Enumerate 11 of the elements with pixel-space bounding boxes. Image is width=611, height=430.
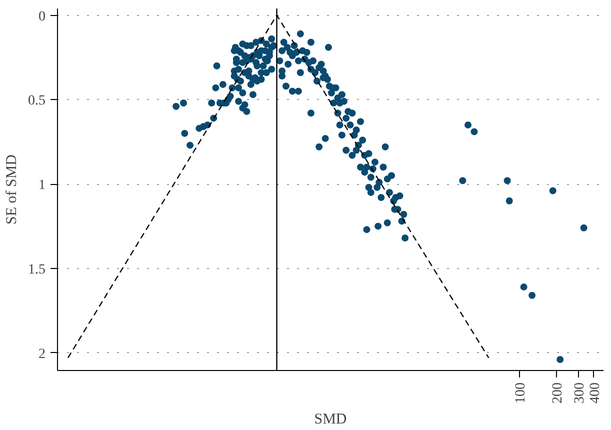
y-tick-label: 1.5	[28, 262, 46, 278]
x-axis-title: SMD	[314, 412, 347, 428]
x-tick-label: 200	[550, 382, 566, 404]
x-tick-label: 300	[572, 382, 588, 404]
y-tick-label: 1	[38, 178, 46, 194]
y-axis-title: SE of SMD	[4, 154, 20, 225]
y-tick-label: 2	[38, 346, 46, 362]
x-tick-label: 400	[588, 382, 603, 404]
y-tick-label: 0.5	[28, 94, 46, 109]
x-tick-label: 100	[514, 382, 529, 404]
y-tick-label: 0	[38, 9, 46, 24]
